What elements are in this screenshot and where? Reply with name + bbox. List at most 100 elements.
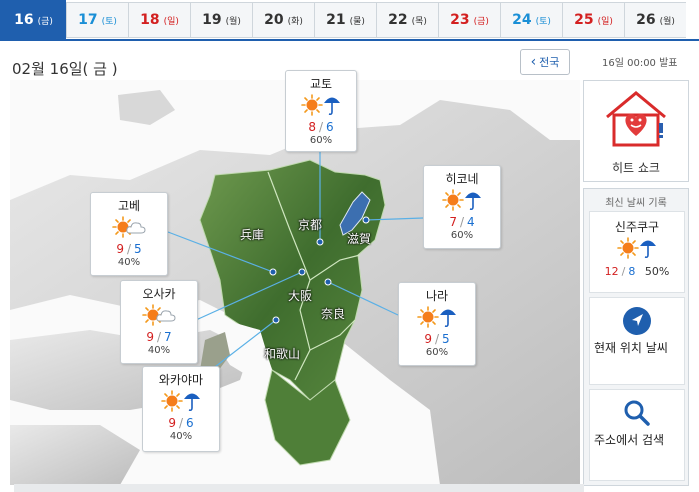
tab-day-number: 26 — [636, 12, 656, 28]
low-temp: 6 — [186, 416, 194, 430]
high-temp: 7 — [449, 215, 457, 229]
city-card-hikone[interactable]: 히코네 7/4 60% — [423, 165, 501, 249]
tab-day-24[interactable]: 24 (토) — [500, 2, 562, 38]
recent-weather-panel: 최신 날씨 기록 신주쿠구 12/8 50% 현재 위치 날씨 주소에서 검색 — [583, 188, 689, 486]
tab-day-26[interactable]: 26 (월) — [624, 2, 686, 38]
tab-day-17[interactable]: 17 (토) — [66, 2, 128, 38]
tab-day-of-week: (토) — [535, 16, 551, 27]
city-temps: 7/4 — [449, 215, 475, 229]
tab-day-of-week: (금) — [473, 16, 489, 27]
precip-chance: 60% — [309, 135, 333, 146]
pref-label-osaka: 大阪 — [288, 289, 313, 303]
pref-label-nara: 奈良 — [321, 307, 346, 321]
high-temp: 9 — [168, 416, 176, 430]
low-temp: 5 — [442, 332, 450, 346]
sun-cloud-icon — [91, 216, 167, 240]
recent-header: 최신 날씨 기록 — [605, 198, 667, 209]
current-location-button[interactable]: 현재 위치 날씨 — [589, 297, 685, 385]
city-temps: 8/6 — [308, 120, 334, 134]
city-temps: 9/5 — [116, 242, 142, 256]
tab-day-number: 18 — [140, 12, 160, 28]
city-card-nara[interactable]: 나라 9/5 60% — [398, 282, 476, 366]
tab-day-of-week: (화) — [287, 16, 303, 27]
nationwide-label: 전국 — [539, 56, 560, 69]
tab-day-19[interactable]: 19 (월) — [190, 2, 252, 38]
city-card-osaka[interactable]: 오사카 9/7 40% — [120, 280, 198, 364]
kobe-marker — [269, 268, 277, 276]
precip-chance: 40% — [169, 431, 193, 442]
sun-cloud-icon — [121, 304, 197, 328]
page-title: 02월 16일( 금 ) — [12, 60, 118, 78]
tab-day-21[interactable]: 21 (물) — [314, 2, 376, 38]
nara-marker — [324, 278, 332, 286]
pref-label-hyogo: 兵庫 — [240, 228, 265, 242]
low-temp: 5 — [134, 242, 142, 256]
heat-shock-label: 히트 쇼크 — [612, 161, 660, 175]
city-card-kyoto[interactable]: 교토 8/6 60% — [285, 70, 357, 152]
tab-day-of-week: (일) — [163, 16, 179, 27]
city-name: 히코네 — [445, 172, 479, 186]
high-temp: 8 — [308, 120, 316, 134]
city-name: 교토 — [309, 77, 333, 91]
current-location-label: 현재 위치 날씨 — [594, 341, 668, 355]
recent-city-name: 신주쿠구 — [614, 220, 660, 234]
low-temp: 4 — [467, 215, 475, 229]
tab-day-number: 25 — [574, 12, 594, 28]
city-name: 고베 — [117, 199, 141, 213]
tab-underline — [0, 39, 699, 41]
sun-umbrella-icon — [424, 189, 500, 213]
heat-shock-button[interactable]: 히트 쇼크 — [583, 80, 689, 182]
pref-label-shiga: 滋賀 — [347, 232, 372, 246]
tab-day-20[interactable]: 20 (화) — [252, 2, 314, 38]
tab-day-number: 19 — [202, 12, 222, 28]
issued-time: 16일 00:00 발표 — [602, 58, 678, 69]
address-search-label: 주소에서 검색 — [594, 433, 665, 447]
sun-umbrella-icon — [286, 94, 356, 118]
pref-label-kyoto: 京都 — [298, 218, 323, 232]
tab-day-22[interactable]: 22 (목) — [376, 2, 438, 38]
tab-day-number: 20 — [264, 12, 284, 28]
precip-chance: 40% — [117, 257, 141, 268]
search-icon — [624, 400, 650, 426]
city-temps: 9/6 — [168, 416, 194, 430]
kyoto-marker — [316, 238, 324, 246]
tab-day-of-week: (일) — [597, 16, 613, 27]
location-arrow-icon — [623, 307, 651, 335]
tab-day-number: 16 — [14, 12, 34, 28]
bottom-strip — [14, 484, 584, 492]
sun-umbrella-icon — [143, 390, 219, 414]
city-card-kobe[interactable]: 고베 9/5 40% — [90, 192, 168, 276]
osaka-marker — [298, 268, 306, 276]
tab-day-number: 24 — [512, 12, 532, 28]
sun-umbrella-icon — [399, 306, 475, 330]
tab-day-of-week: (토) — [101, 16, 117, 27]
low-temp: 7 — [164, 330, 172, 344]
city-name: 나라 — [425, 289, 449, 303]
tab-day-of-week: (월) — [659, 16, 675, 27]
city-name: 오사카 — [142, 287, 176, 301]
tab-day-23[interactable]: 23 (금) — [438, 2, 500, 38]
tab-day-of-week: (월) — [225, 16, 241, 27]
nationwide-button[interactable]: ‹ 전국 — [520, 49, 570, 75]
high-temp: 9 — [146, 330, 154, 344]
tab-day-18[interactable]: 18 (일) — [128, 2, 190, 38]
tab-day-number: 23 — [450, 12, 470, 28]
high-temp: 9 — [424, 332, 432, 346]
city-temps: 9/5 — [424, 332, 450, 346]
day-tabs: 16 (금) 17 (토) 18 (일) 19 (월) 20 (화) 21 (물) 22 (목) 23 (금)… — [0, 0, 699, 40]
tab-day-25[interactable]: 25 (일) — [562, 2, 624, 38]
hikone-marker — [362, 216, 370, 224]
pref-label-wakayama: 和歌山 — [264, 347, 301, 361]
address-search-button[interactable]: 주소에서 검색 — [589, 389, 685, 481]
tab-day-number: 21 — [326, 12, 346, 28]
city-name: 와카야마 — [158, 373, 204, 387]
heat-shock-icon — [606, 91, 666, 147]
precip-chance: 60% — [450, 230, 474, 241]
city-temps: 9/7 — [146, 330, 172, 344]
tab-day-16[interactable]: 16 (금) — [0, 0, 66, 40]
recent-city-card[interactable]: 신주쿠구 12/8 50% — [589, 211, 685, 293]
tab-day-of-week: (물) — [349, 16, 365, 27]
precip-chance: 60% — [425, 347, 449, 358]
city-card-wakayama[interactable]: 와카야마 9/6 40% — [142, 366, 220, 452]
precip-chance: 40% — [147, 345, 171, 356]
